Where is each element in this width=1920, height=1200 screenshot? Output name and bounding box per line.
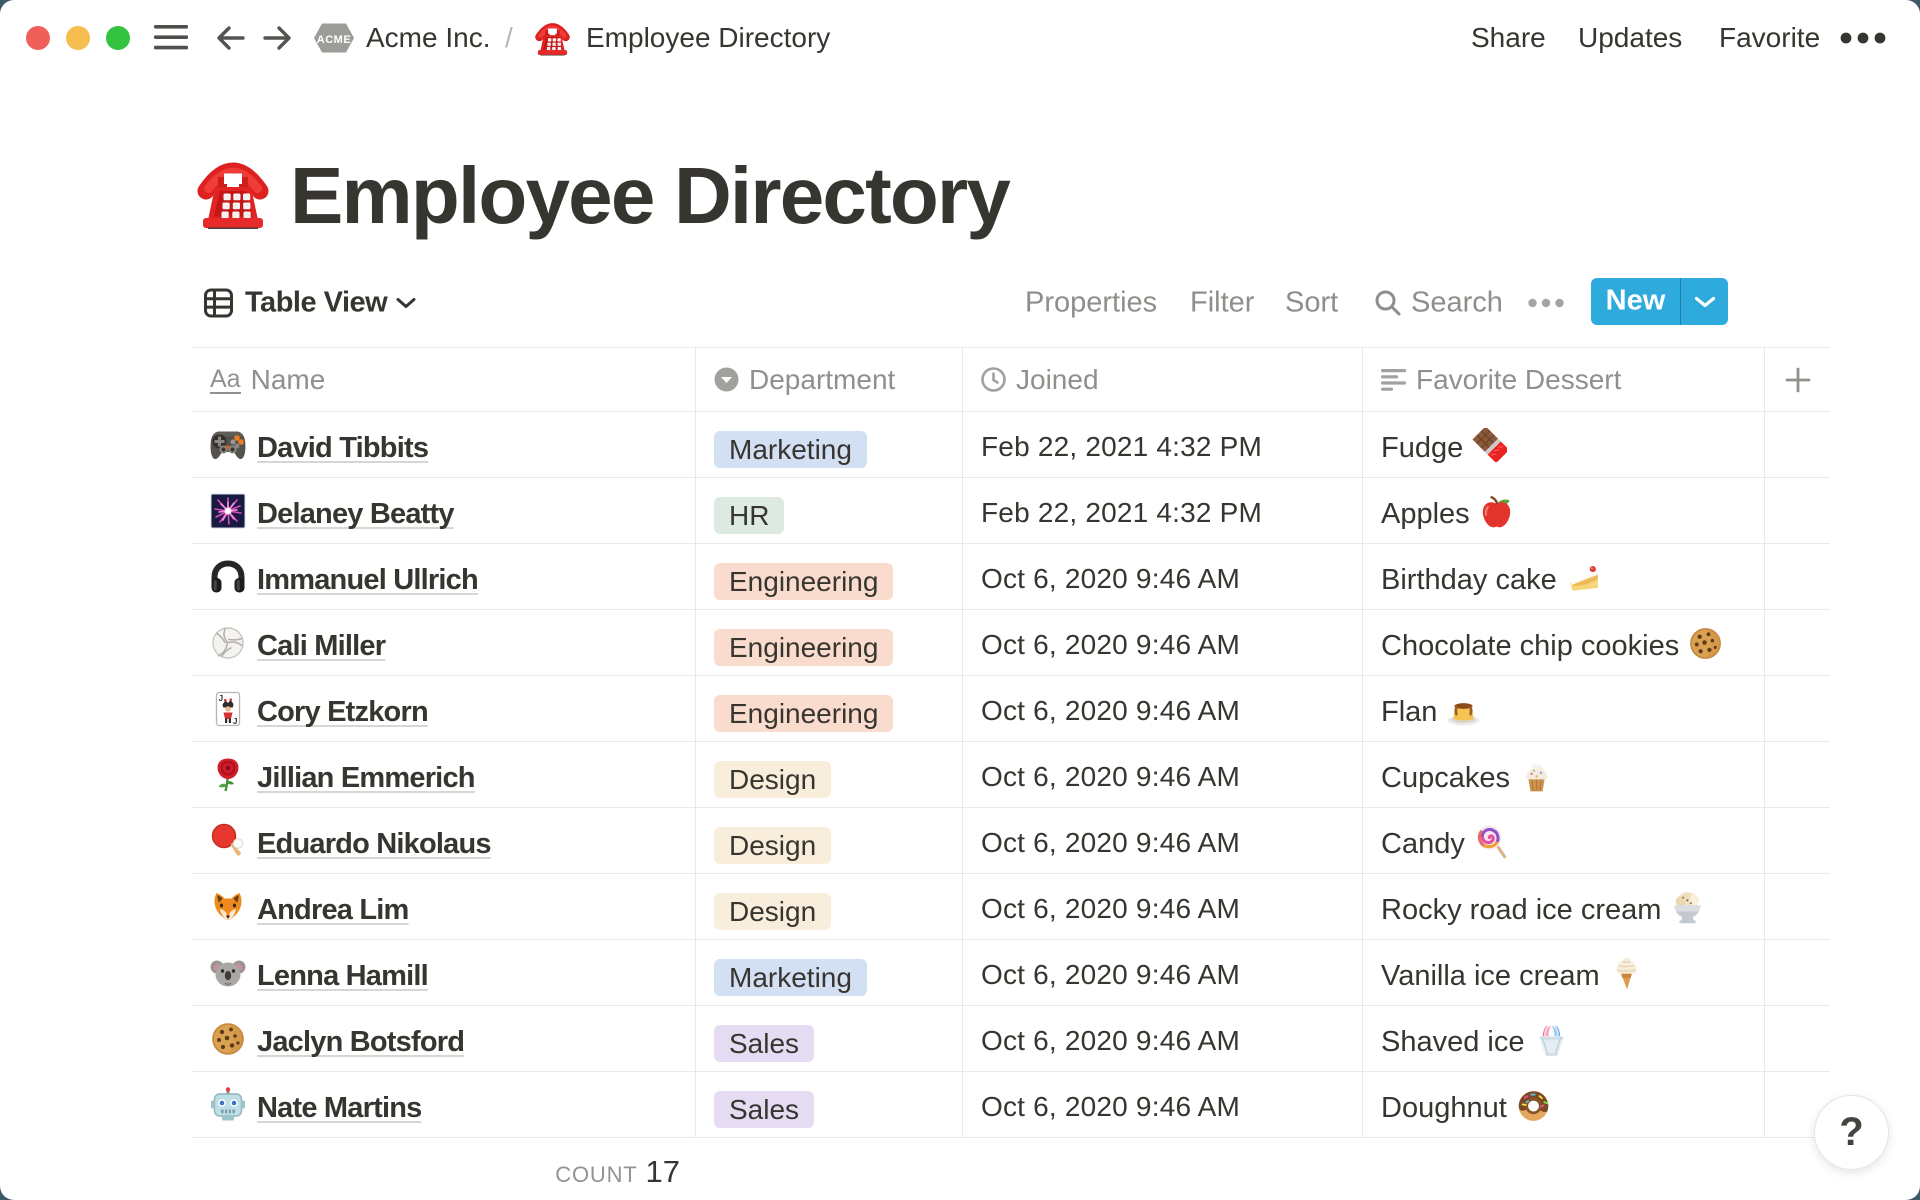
svg-text:J: J	[233, 717, 237, 726]
svg-text:ACME: ACME	[317, 34, 351, 46]
svg-text:J: J	[219, 694, 223, 703]
